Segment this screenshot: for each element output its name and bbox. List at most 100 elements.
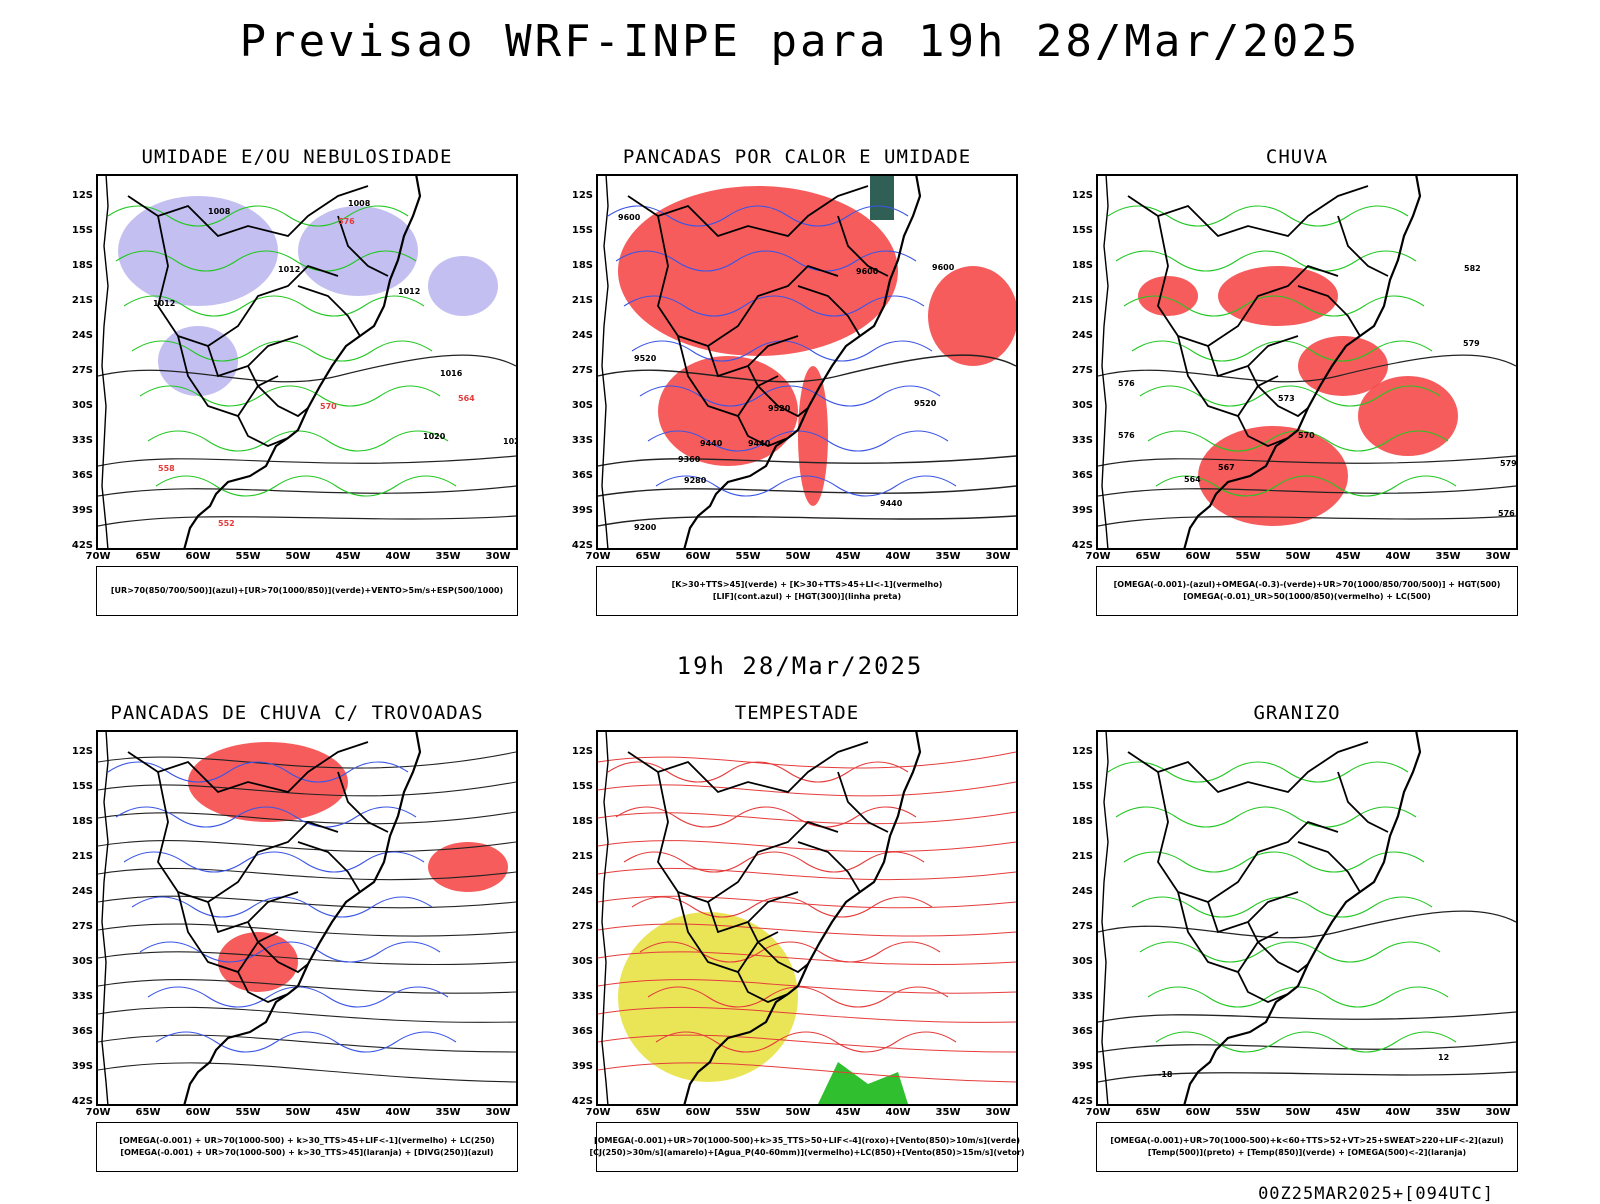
contour-label: 570 <box>320 402 337 411</box>
y-tick-label: 39S <box>71 1061 93 1072</box>
y-tick-label: 24S <box>571 886 593 897</box>
legend-line: [OMEGA(-0.001)+UR>70(1000-500)+k<60+TTS>… <box>1110 1136 1504 1145</box>
contour-label: 582 <box>1464 264 1481 273</box>
y-tick-label: 24S <box>71 330 93 341</box>
x-tick-label: 65W <box>635 1107 661 1118</box>
x-tick-label: 70W <box>585 1107 611 1118</box>
contour-label: 576 <box>338 217 355 226</box>
y-tick-label: 15S <box>1071 781 1093 792</box>
x-tick-label: 30W <box>485 551 511 562</box>
contour-label: 9360 <box>678 455 701 464</box>
contour-label: 9280 <box>684 476 707 485</box>
y-tick-label: 15S <box>571 225 593 236</box>
x-tick-label: 65W <box>635 551 661 562</box>
contour-label: 564 <box>458 394 475 403</box>
y-tick-label: 39S <box>1071 505 1093 516</box>
x-tick-label: 40W <box>1385 1107 1411 1118</box>
y-tick-label: 33S <box>571 435 593 446</box>
y-tick-label: 12S <box>571 190 593 201</box>
contour-label: 12 <box>1438 1053 1449 1062</box>
contour-label: -18 <box>1158 1070 1173 1079</box>
panel-title: GRANIZO <box>1253 702 1341 724</box>
contour-label: 552 <box>218 519 235 528</box>
y-tick-label: 36S <box>1071 1026 1093 1037</box>
contour-label: 576 <box>1498 509 1515 518</box>
x-tick-label: 65W <box>1135 1107 1161 1118</box>
y-tick-label: 24S <box>571 330 593 341</box>
x-tick-label: 55W <box>735 1107 761 1118</box>
contour-label: 567 <box>1218 463 1235 472</box>
map-plot: 9600 9600 9600 9520 9520 9520 9440 9440 9360 9280… <box>596 174 1018 550</box>
panel-title: PANCADAS POR CALOR E UMIDADE <box>622 146 972 168</box>
run-info: 00Z25MAR2025+[094UTC] <box>1258 1184 1494 1204</box>
y-tick-label: 27S <box>1071 921 1093 932</box>
y-tick-label: 42S <box>71 1096 93 1107</box>
contour-label: 9440 <box>748 439 771 448</box>
y-tick-label: 21S <box>571 295 593 306</box>
y-tick-label: 12S <box>571 746 593 757</box>
y-tick-label: 33S <box>571 991 593 1002</box>
contour-label: 1012 <box>278 265 300 274</box>
contour-label: 579 <box>1500 459 1516 468</box>
x-tick-label: 35W <box>935 551 961 562</box>
panel-title: PANCADAS DE CHUVA C/ TROVOADAS <box>110 702 484 724</box>
x-tick-label: 30W <box>485 1107 511 1118</box>
x-tick-label: 50W <box>785 551 811 562</box>
contour-label: 576 <box>1118 431 1135 440</box>
contour-label: 9600 <box>618 213 641 222</box>
legend-box: [UR>70(850/700/500)](azul)+[UR>70(1000/8… <box>96 566 518 616</box>
x-tick-label: 40W <box>1385 551 1411 562</box>
y-tick-label: 39S <box>71 505 93 516</box>
y-tick-label: 42S <box>1071 1096 1093 1107</box>
y-tick-label: 21S <box>1071 851 1093 862</box>
x-tick-label: 60W <box>185 551 211 562</box>
x-tick-label: 40W <box>385 551 411 562</box>
y-tick-label: 21S <box>1071 295 1093 306</box>
y-tick-label: 42S <box>1071 540 1093 551</box>
x-tick-label: 55W <box>235 1107 261 1118</box>
map-svg: 9600 9600 9600 9520 9520 9520 9440 9440 9360 9280… <box>598 176 1016 548</box>
contour-label: 9440 <box>700 439 723 448</box>
x-tick-label: 60W <box>185 1107 211 1118</box>
x-tick-label: 55W <box>235 551 261 562</box>
contour-label: 9600 <box>932 263 955 272</box>
x-tick-label: 55W <box>1235 551 1261 562</box>
x-tick-label: 30W <box>985 1107 1011 1118</box>
contour-label: 564 <box>1184 475 1201 484</box>
map-plot <box>96 730 518 1106</box>
contour-label: 1016 <box>440 369 463 378</box>
y-tick-label: 42S <box>71 540 93 551</box>
y-tick-label: 15S <box>71 781 93 792</box>
y-tick-label: 30S <box>71 956 93 967</box>
contour-label: 579 <box>1463 339 1480 348</box>
legend-line: [K>30+TTS>45](verde) + [K>30+TTS>45+LI<-… <box>671 580 943 589</box>
y-tick-label: 27S <box>71 921 93 932</box>
x-tick-label: 45W <box>835 1107 861 1118</box>
y-tick-label: 36S <box>571 470 593 481</box>
legend-box: [OMEGA(-0.001)-(azul)+OMEGA(-0.3)-(verde… <box>1096 566 1518 616</box>
contour-label: 570 <box>1298 431 1315 440</box>
x-tick-label: 55W <box>1235 1107 1261 1118</box>
x-tick-label: 50W <box>1285 551 1311 562</box>
y-tick-label: 18S <box>71 260 93 271</box>
valid-time-title: 19h 28/Mar/2025 <box>676 652 924 680</box>
contour-label: 9520 <box>768 404 791 413</box>
y-tick-label: 15S <box>1071 225 1093 236</box>
y-tick-label: 15S <box>71 225 93 236</box>
panel-title: UMIDADE E/OU NEBULOSIDADE <box>141 146 453 168</box>
y-tick-label: 27S <box>571 365 593 376</box>
map-svg: -18 12 <box>1098 732 1516 1104</box>
contour-label: 1012 <box>398 287 420 296</box>
x-tick-label: 70W <box>1085 1107 1111 1118</box>
panel-title: CHUVA <box>1265 146 1329 168</box>
x-tick-label: 60W <box>685 1107 711 1118</box>
y-tick-label: 18S <box>571 260 593 271</box>
y-axis-labels: 12S 15S 18S 21S 24S 27S 30S 33S 36S 39S 42S <box>562 730 596 1107</box>
y-tick-label: 18S <box>71 816 93 827</box>
x-tick-label: 35W <box>1435 1107 1461 1118</box>
contour-label: 1008 <box>208 207 231 216</box>
y-axis-labels: 12S 15S 18S 21S 24S 27S 30S 33S 36S 39S 42S <box>1062 174 1096 551</box>
x-tick-label: 65W <box>135 551 161 562</box>
y-tick-label: 15S <box>571 781 593 792</box>
y-tick-label: 33S <box>71 991 93 1002</box>
